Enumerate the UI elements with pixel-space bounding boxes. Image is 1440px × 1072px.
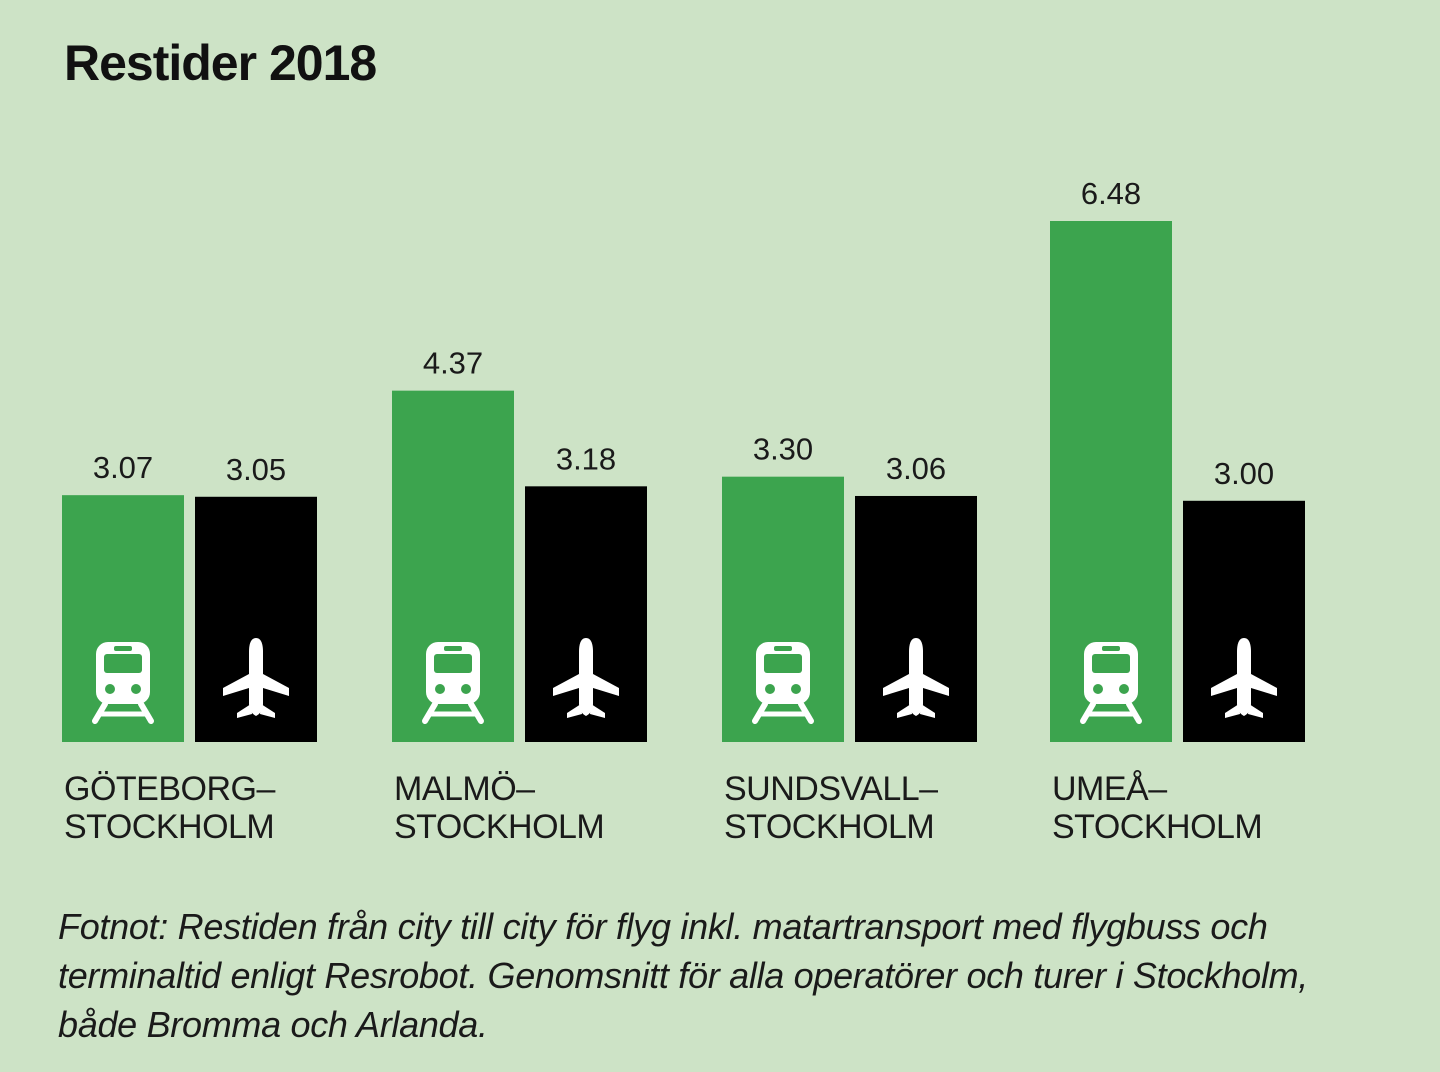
value-label: 3.05 xyxy=(226,452,286,487)
bar-chart: 3.07 3.05 4.37 3.18 3.30 3.06 6.48 3.00 xyxy=(62,176,1305,742)
category-label: MALMÖ– STOCKHOLM xyxy=(394,770,605,846)
category-label-line: STOCKHOLM xyxy=(724,808,935,846)
bar-train-0 xyxy=(62,495,184,742)
value-label: 4.37 xyxy=(423,346,483,381)
footnote: Fotnot: Restiden från city till city för… xyxy=(58,906,1308,1045)
category-label: GÖTEBORG– STOCKHOLM xyxy=(64,770,275,846)
category-label-line: SUNDSVALL– xyxy=(724,770,938,808)
category-label-line: GÖTEBORG– xyxy=(64,770,275,808)
category-label-line: STOCKHOLM xyxy=(394,808,605,846)
category-label-line: STOCKHOLM xyxy=(1052,808,1263,846)
category-label: UMEÅ– STOCKHOLM xyxy=(1052,770,1263,846)
category-label-line: STOCKHOLM xyxy=(64,808,275,846)
category-label: SUNDSVALL– STOCKHOLM xyxy=(724,770,938,846)
chart-title: Restider 2018 xyxy=(64,35,377,91)
value-label: 3.18 xyxy=(556,441,616,476)
value-label: 3.07 xyxy=(93,450,153,485)
category-label-line: UMEÅ– xyxy=(1052,770,1167,808)
category-label-line: MALMÖ– xyxy=(394,770,535,808)
value-label: 3.30 xyxy=(753,432,813,467)
value-label: 6.48 xyxy=(1081,176,1141,211)
value-label: 3.06 xyxy=(886,451,946,486)
value-label: 3.00 xyxy=(1214,456,1274,491)
